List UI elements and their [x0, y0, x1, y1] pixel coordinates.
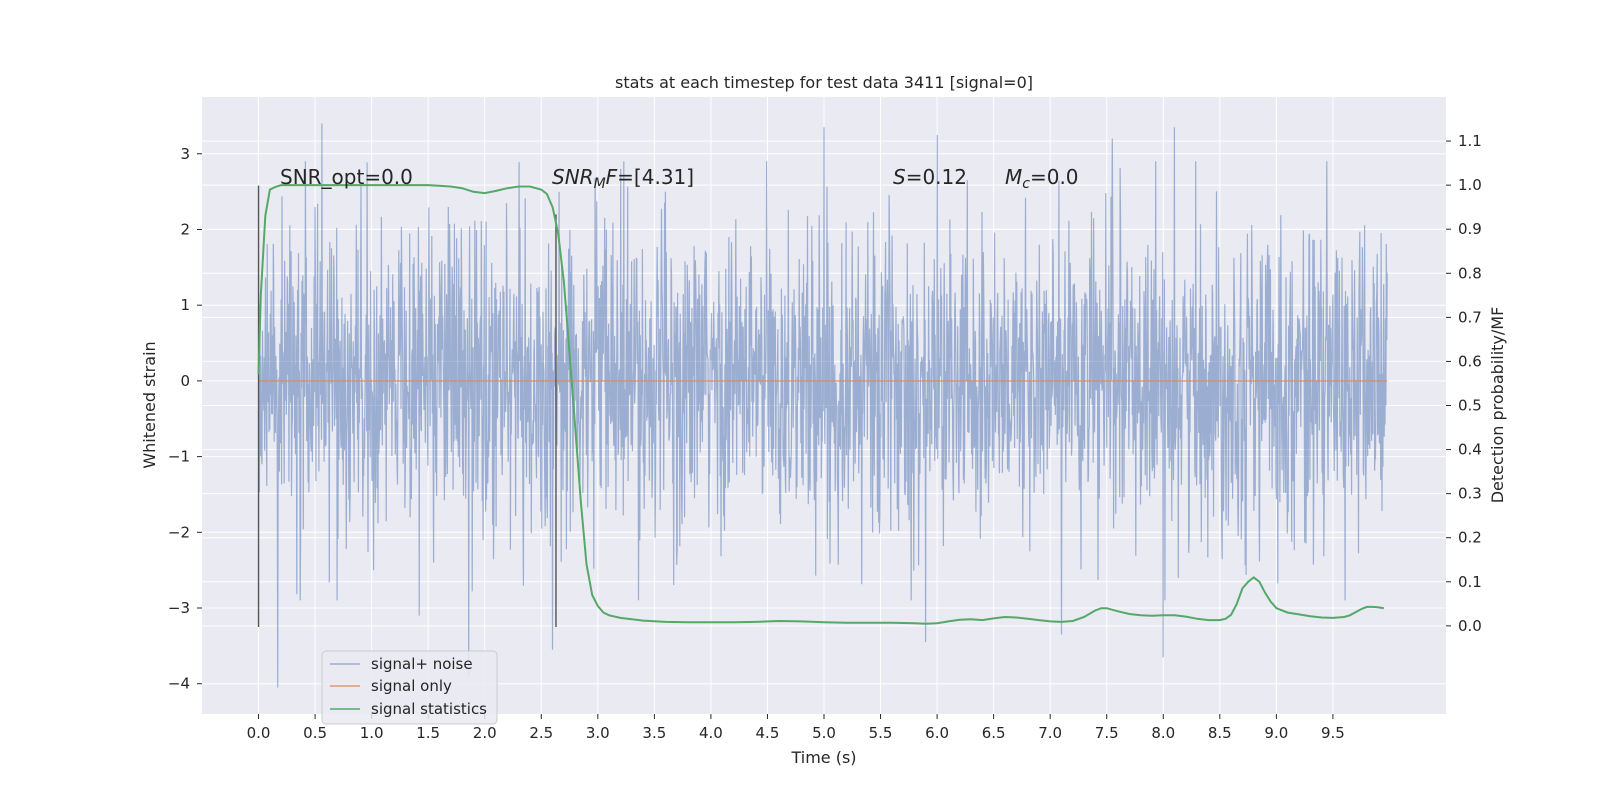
annotation-s-main: S: [893, 165, 906, 189]
yr-tick-label-1: 0.1: [1458, 573, 1482, 591]
x-tick-label-10: 5.0: [812, 724, 836, 742]
yr-tick-label-10: 1.0: [1458, 176, 1482, 194]
yr-tick-label-0: 0.0: [1458, 617, 1482, 635]
x-tick-label-19: 9.5: [1321, 724, 1345, 742]
vertical-markers: [257, 185, 557, 627]
signal-noise-line: [257, 123, 1388, 688]
y-axis-ticks: −4 −3 −2 −1 0 1 2 3: [168, 145, 202, 693]
y-tick-label-4: 0: [180, 372, 190, 390]
yr-tick-label-8: 0.8: [1458, 264, 1482, 282]
series-signal-statistics: [257, 184, 1384, 625]
y-right-axis-ticks: 0.0 0.1 0.2 0.3 0.4 0.5 0.6 0.7 0.8 0.9 1.0 1.1: [1446, 132, 1482, 635]
x-axis-label: Time (s): [790, 748, 856, 767]
x-tick-label-17: 8.5: [1208, 724, 1232, 742]
x-tick-label-13: 6.5: [982, 724, 1006, 742]
chart-title: stats at each timestep for test data 341…: [615, 73, 1033, 92]
x-tick-label-1: 0.5: [303, 724, 327, 742]
legend-label-signal-statistics: signal statistics: [371, 700, 487, 718]
x-tick-label-4: 2.0: [473, 724, 497, 742]
y-right-axis-label: Detection probability/MF: [1488, 307, 1507, 504]
x-tick-label-18: 9.0: [1264, 724, 1288, 742]
x-tick-label-14: 7.0: [1038, 724, 1062, 742]
annotation-snr-mf-f: F: [606, 165, 618, 189]
x-tick-label-0: 0.0: [247, 724, 271, 742]
yr-tick-label-3: 0.3: [1458, 485, 1482, 503]
y-tick-label-7: 3: [180, 145, 190, 163]
x-tick-label-7: 3.5: [642, 724, 666, 742]
y-axis-label: Whitened strain: [140, 341, 159, 468]
yr-tick-label-9: 0.9: [1458, 220, 1482, 238]
x-tick-label-9: 4.5: [756, 724, 780, 742]
x-tick-label-12: 6.0: [925, 724, 949, 742]
x-tick-label-16: 8.0: [1151, 724, 1175, 742]
legend-box: [321, 650, 498, 725]
yr-tick-label-5: 0.5: [1458, 397, 1482, 415]
annotation-mc-sub: c: [1022, 176, 1030, 192]
series-signal-noise: [257, 123, 1388, 688]
x-axis-ticks: 0.0 0.5 1.0 1.5 2.0 2.5 3.0 3.5 4.0 4.5 5.0 5.5 6.0 6…: [247, 714, 1345, 742]
annotation-snr-mf-value: =[4.31]: [617, 165, 694, 189]
signal-statistics-line: [257, 184, 1384, 625]
annotation-snr-mf-main: SNR: [552, 165, 594, 189]
x-tick-label-15: 7.5: [1095, 724, 1119, 742]
annotation-mc-value: =0.0: [1030, 165, 1079, 189]
y-tick-label-1: −3: [168, 599, 190, 617]
x-tick-label-3: 1.5: [416, 724, 440, 742]
x-tick-label-6: 3.0: [586, 724, 610, 742]
y-tick-label-2: −2: [168, 523, 190, 541]
yr-tick-label-4: 0.4: [1458, 441, 1482, 459]
annotation-snr-mf: SNRMF=[4.31]: [552, 165, 694, 192]
legend-label-signal-noise: signal+ noise: [371, 655, 473, 673]
yr-tick-label-6: 0.6: [1458, 352, 1482, 370]
yr-tick-label-2: 0.2: [1458, 529, 1482, 547]
y-tick-label-3: −1: [168, 448, 190, 466]
legend: signal+ noise signal only signal statist…: [321, 650, 498, 725]
y-tick-label-6: 2: [180, 220, 190, 238]
y-tick-label-0: −4: [168, 675, 190, 693]
yr-tick-label-7: 0.7: [1458, 308, 1482, 326]
annotation-mc-main: M: [1005, 165, 1022, 189]
x-tick-label-2: 1.0: [360, 724, 384, 742]
annotation-snr-opt: SNR_opt=0.0: [280, 165, 413, 189]
legend-label-signal-only: signal only: [371, 677, 452, 695]
x-tick-label-8: 4.0: [699, 724, 723, 742]
yr-tick-label-11: 1.1: [1458, 132, 1482, 150]
x-tick-label-11: 5.5: [869, 724, 893, 742]
annotation-s-value: =0.12: [906, 165, 967, 189]
y-tick-label-5: 1: [180, 296, 190, 314]
annotation-mc: Mc=0.0: [1005, 165, 1079, 192]
x-tick-label-5: 2.5: [529, 724, 553, 742]
annotation-s: S=0.12: [893, 165, 967, 189]
annotation-snr-mf-sub: M: [594, 176, 606, 192]
